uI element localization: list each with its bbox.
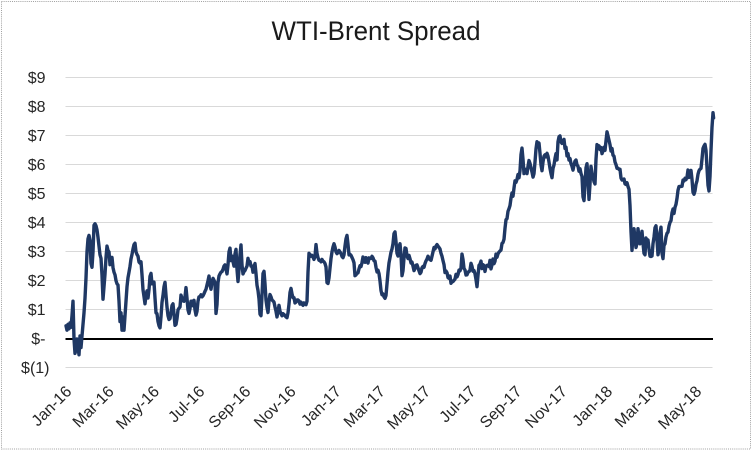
svg-text:$8: $8 [28,99,46,116]
svg-text:$4: $4 [28,215,46,232]
svg-text:$9: $9 [28,70,46,87]
svg-text:WTI-Brent Spread: WTI-Brent Spread [272,16,481,46]
svg-text:$5: $5 [28,186,46,203]
svg-text:$3: $3 [28,244,46,261]
svg-text:$-: $- [31,331,45,348]
svg-text:$2: $2 [28,273,46,290]
svg-text:$1: $1 [28,302,46,319]
svg-text:$(1): $(1) [21,360,49,377]
svg-text:$7: $7 [28,128,46,145]
svg-text:$6: $6 [28,157,46,174]
